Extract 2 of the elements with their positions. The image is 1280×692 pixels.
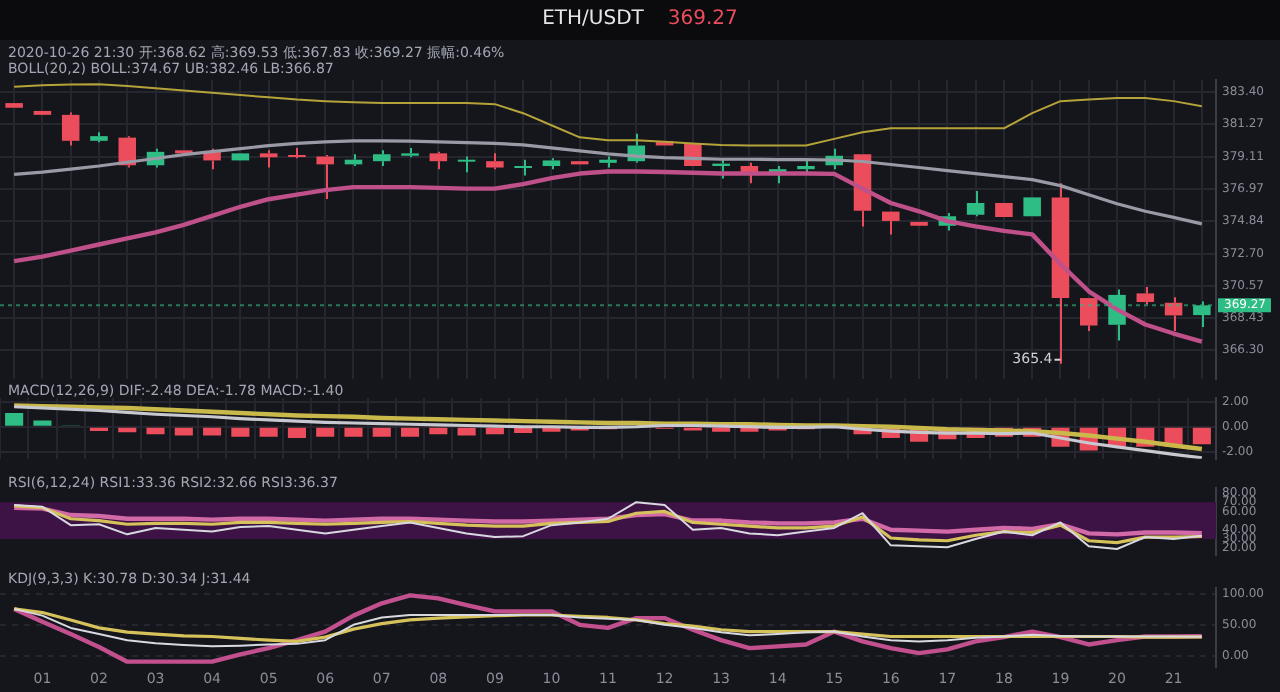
chart-title: ETH/USDT — [542, 8, 644, 30]
chart-subtitle: 369.27 — [667, 8, 738, 30]
